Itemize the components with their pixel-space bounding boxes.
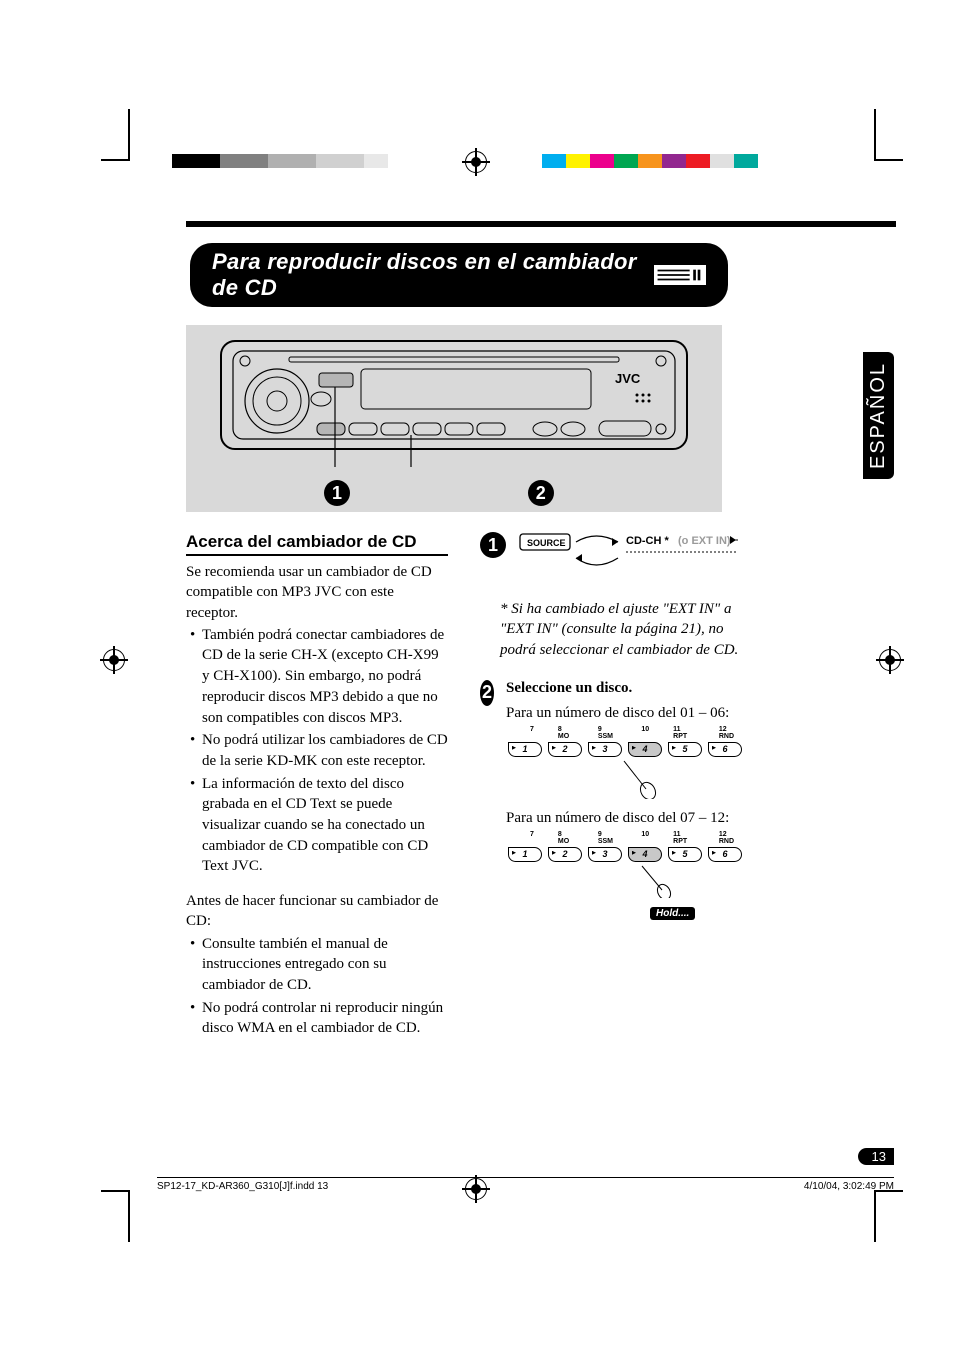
registration-mark-icon — [465, 151, 487, 173]
button-top-label: 11 RPT — [673, 726, 695, 740]
diagram-callouts: 1 2 — [216, 480, 692, 506]
button-top-label: 7 — [530, 726, 534, 740]
right-column: 1 SOURCE CD-CH * (o EXT IN) — [480, 532, 742, 1041]
button-row-b: 7 8 MO 9 SSM 10 11 RPT 12 RND 123456 — [508, 831, 742, 862]
source-cycle-diagram: SOURCE CD-CH * (o EXT IN) — [518, 532, 742, 587]
crop-mark — [128, 109, 130, 161]
color-swatch — [172, 154, 196, 168]
color-bar-cmyk — [542, 154, 758, 168]
preset-button-1: 1 — [508, 742, 542, 757]
color-swatch — [196, 154, 220, 168]
color-swatch — [244, 154, 268, 168]
preset-button-2: 2 — [548, 847, 582, 862]
preset-button-3: 3 — [588, 847, 622, 862]
crop-mark — [101, 1190, 130, 1192]
crop-mark — [101, 159, 130, 161]
preset-button-4: 4 — [628, 847, 662, 862]
color-swatch — [220, 154, 244, 168]
title-bar: Para reproducir discos en el cambiador d… — [190, 243, 728, 307]
preset-button-1: 1 — [508, 847, 542, 862]
list-item: No podrá controlar ni reproducir ningún … — [190, 998, 448, 1039]
color-bar-greyscale — [172, 154, 388, 168]
color-swatch — [710, 154, 734, 168]
color-swatch — [340, 154, 364, 168]
crop-mark — [874, 1190, 876, 1242]
svg-text:SOURCE: SOURCE — [527, 538, 566, 548]
color-swatch — [614, 154, 638, 168]
list-item: No podrá utilizar los cambiadores de CD … — [190, 730, 448, 771]
preset-button-6: 6 — [708, 847, 742, 862]
button-top-label: 10 — [641, 831, 649, 845]
range-b-label: Para un número de disco del 07 – 12: — [506, 810, 742, 827]
color-swatch — [734, 154, 758, 168]
color-swatch — [686, 154, 710, 168]
page-title: Para reproducir discos en el cambiador d… — [212, 249, 654, 301]
button-row-a: 7 8 MO 9 SSM 10 11 RPT 12 RND 123456 — [508, 726, 742, 757]
preset-button-3: 3 — [588, 742, 622, 757]
step1-footnote: * Si ha cambiado el ajuste "EXT IN" a "E… — [500, 599, 742, 660]
crop-mark — [128, 1190, 130, 1242]
intro-text: Se recomienda usar un cambiador de CD co… — [186, 562, 448, 623]
page-number: 13 — [858, 1148, 894, 1165]
page-content: Para reproducir discos en el cambiador d… — [186, 221, 896, 1041]
footer-file: SP12-17_KD-AR360_G310[J]f.indd 13 — [157, 1181, 328, 1192]
footer-timestamp: 4/10/04, 3:02:49 PM — [804, 1181, 894, 1192]
button-top-label: 7 — [530, 831, 534, 845]
color-swatch — [566, 154, 590, 168]
color-swatch — [364, 154, 388, 168]
bullet-list-a: También podrá conectar cambiadores de CD… — [190, 625, 448, 877]
step-1-icon: 1 — [480, 532, 506, 558]
svg-text:CD-CH *: CD-CH * — [626, 535, 669, 547]
button-top-label: 12 RND — [719, 726, 742, 740]
list-item: La información de texto del disco grabad… — [190, 774, 448, 877]
preset-button-5: 5 — [668, 847, 702, 862]
crop-mark — [874, 159, 903, 161]
list-item: Consulte también el manual de instruccio… — [190, 934, 448, 996]
list-item: También podrá conectar cambiadores de CD… — [190, 625, 448, 728]
section-heading: Acerca del cambiador de CD — [186, 532, 448, 556]
bullet-list-b: Consulte también el manual de instruccio… — [190, 934, 448, 1039]
color-swatch — [638, 154, 662, 168]
registration-mark-icon — [103, 649, 125, 671]
button-top-label: 8 MO — [558, 831, 574, 845]
left-column: Acerca del cambiador de CD Se recomienda… — [186, 532, 448, 1041]
color-swatch — [292, 154, 316, 168]
callout-1-icon: 1 — [324, 480, 350, 506]
press-pointer-icon — [636, 864, 676, 898]
color-swatch — [590, 154, 614, 168]
color-swatch — [662, 154, 686, 168]
svg-text:JVC: JVC — [615, 371, 641, 386]
svg-text:(o EXT IN): (o EXT IN) — [678, 535, 731, 547]
preset-button-2: 2 — [548, 742, 582, 757]
pre-note: Antes de hacer funcionar su cambiador de… — [186, 891, 448, 932]
press-pointer-icon — [618, 759, 658, 799]
range-a-label: Para un número de disco del 01 – 06: — [506, 705, 742, 722]
button-top-label: 12 RND — [719, 831, 742, 845]
color-swatch — [542, 154, 566, 168]
button-top-label: 11 RPT — [673, 831, 695, 845]
top-rule — [186, 221, 896, 227]
button-top-label: 9 SSM — [598, 726, 618, 740]
crop-mark — [874, 109, 876, 161]
button-top-label: 8 MO — [558, 726, 574, 740]
button-top-label: 10 — [641, 726, 649, 740]
callout-2-icon: 2 — [528, 480, 554, 506]
preset-button-6: 6 — [708, 742, 742, 757]
cd-changer-icon — [654, 265, 706, 285]
step-2-icon: 2 — [480, 680, 494, 706]
page-footer: SP12-17_KD-AR360_G310[J]f.indd 13 4/10/0… — [157, 1177, 894, 1192]
preset-button-4: 4 — [628, 742, 662, 757]
button-top-label: 9 SSM — [598, 831, 618, 845]
color-swatch — [268, 154, 292, 168]
step2-heading: Seleccione un disco. — [506, 680, 742, 697]
hold-badge: Hold.... — [650, 907, 695, 920]
preset-button-5: 5 — [668, 742, 702, 757]
car-radio-diagram: JVC — [186, 325, 722, 512]
color-swatch — [316, 154, 340, 168]
radio-faceplate-icon: JVC — [216, 339, 692, 469]
